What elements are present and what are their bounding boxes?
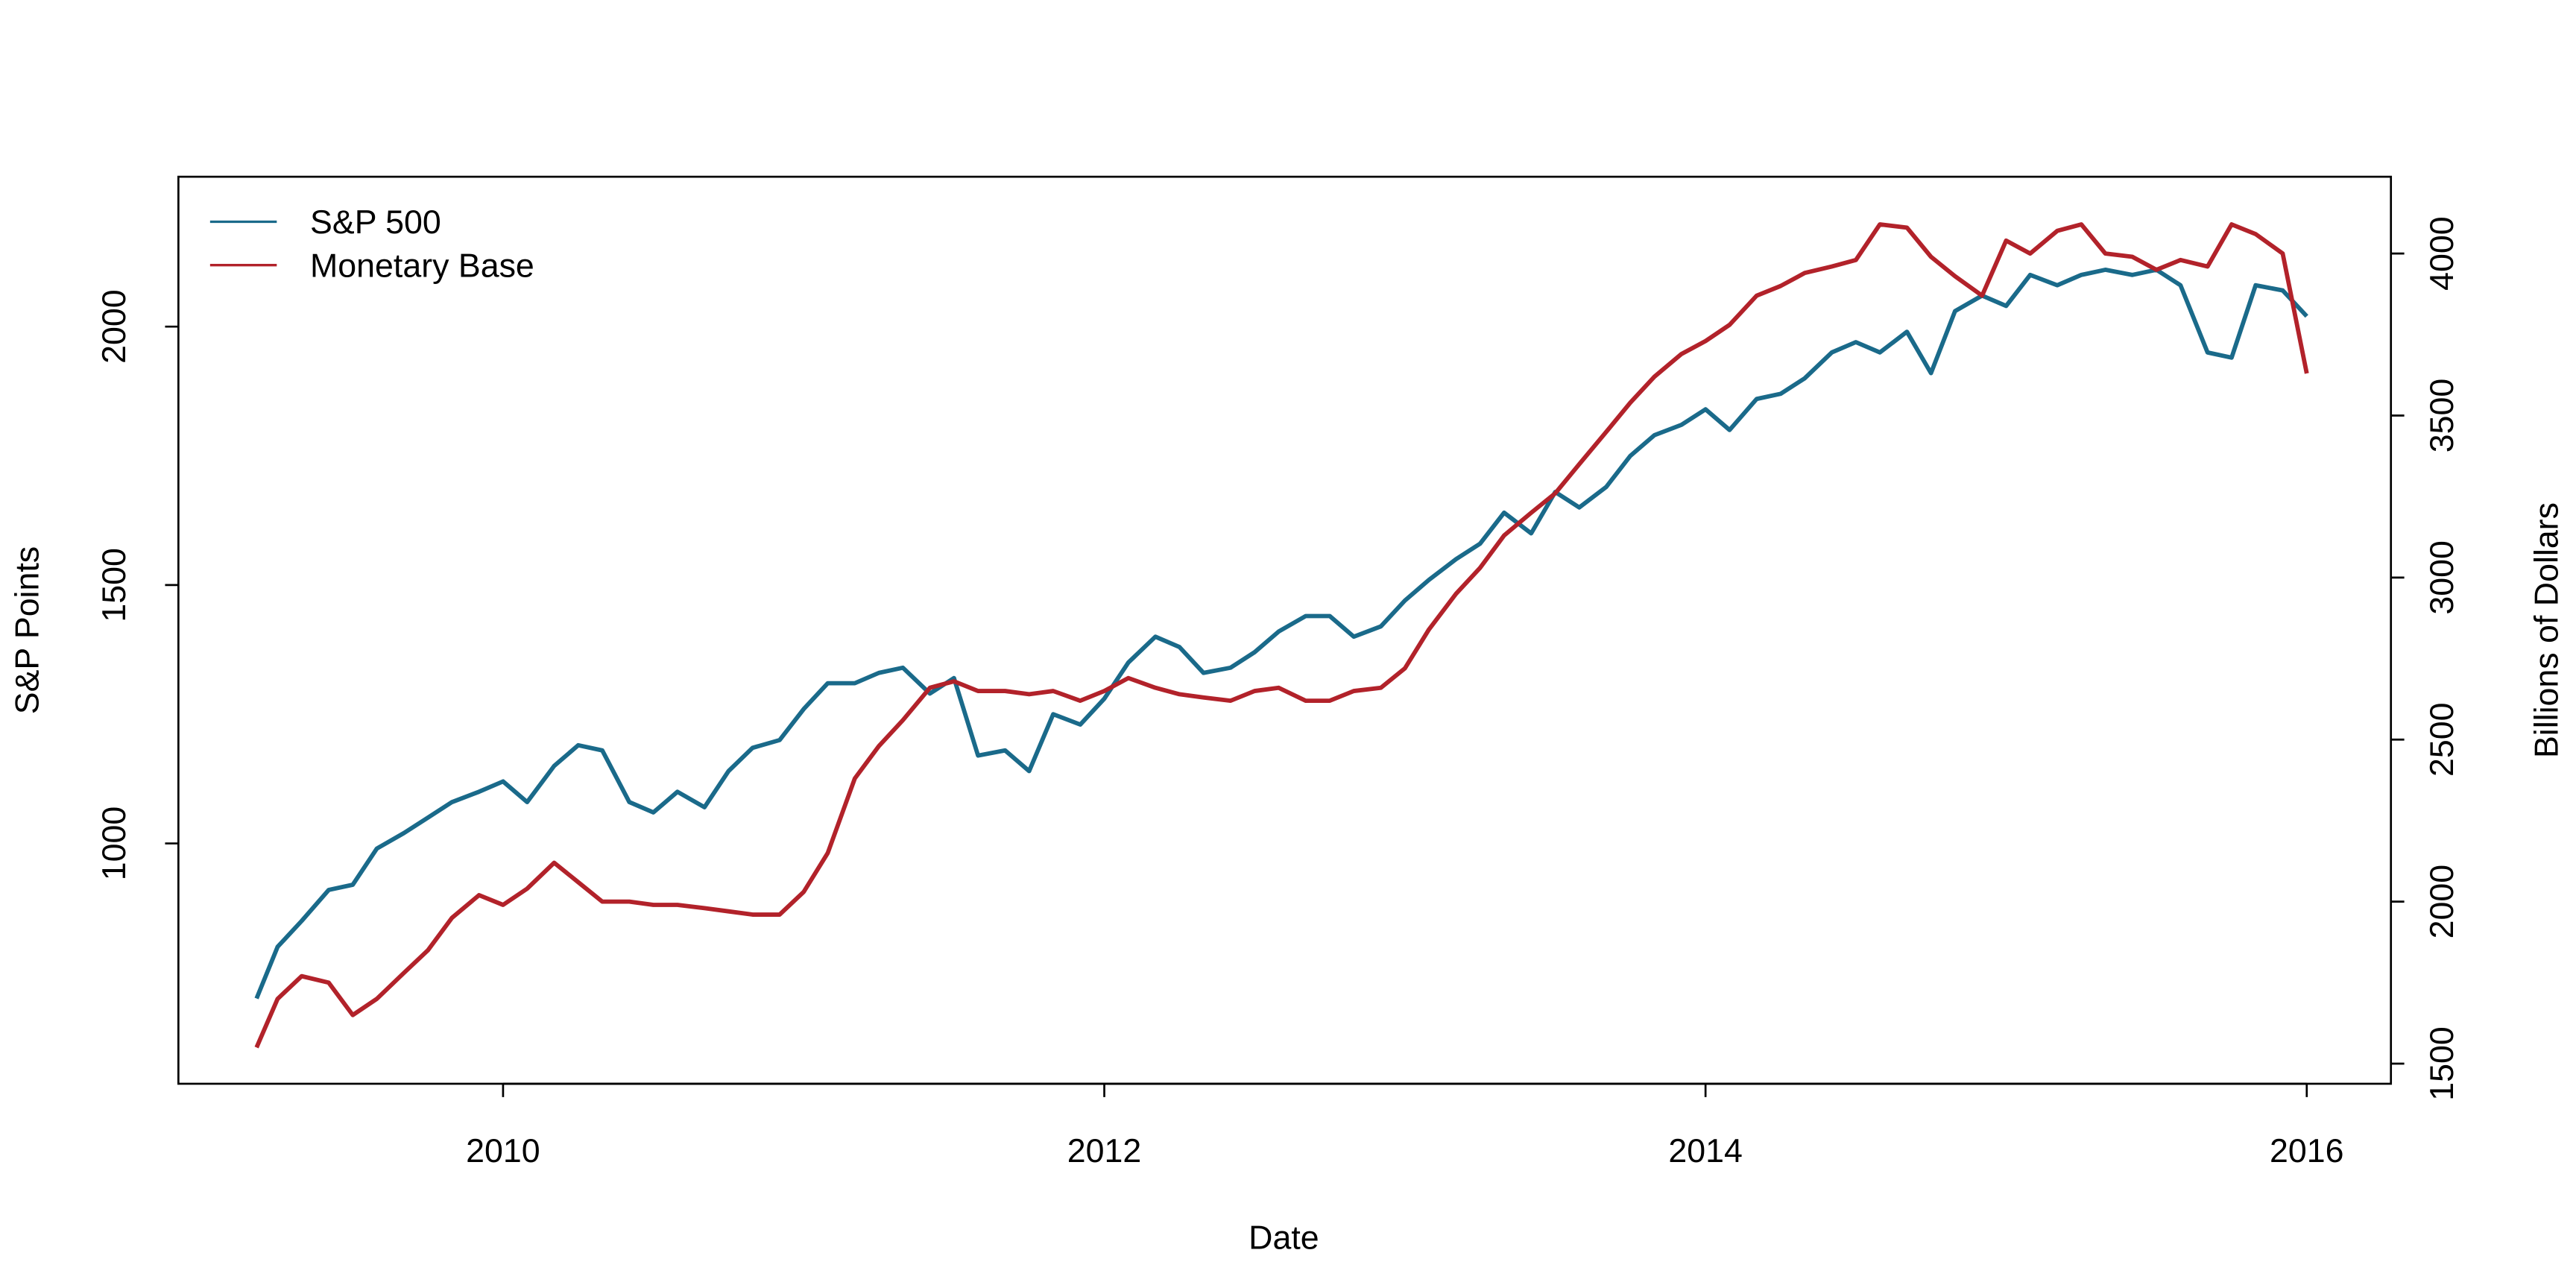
- y-tick-label: 2000: [96, 289, 133, 363]
- y2-tick-label: 2000: [2424, 865, 2460, 938]
- x-tick-label: 2016: [2270, 1133, 2343, 1169]
- legend-label: S&P 500: [310, 204, 441, 241]
- x-axis-label: Date: [1248, 1219, 1319, 1256]
- series-line: [254, 222, 2309, 1049]
- y-axis-label: S&P Points: [9, 546, 45, 714]
- x-tick-label: 2014: [1668, 1133, 1742, 1169]
- y2-axis-label: Billions of Dollars: [2528, 502, 2565, 758]
- y2-tick-label: 4000: [2424, 216, 2460, 290]
- y2-tick-label: 2500: [2424, 703, 2460, 777]
- y-tick-label: 1500: [96, 548, 133, 622]
- series-line: [254, 267, 2308, 1000]
- x-tick-label: 2012: [1067, 1133, 1141, 1169]
- y2-tick-label: 3500: [2424, 379, 2460, 452]
- y2-tick-label: 3000: [2424, 540, 2460, 614]
- legend-label: Monetary Base: [310, 247, 534, 284]
- y-tick-label: 1000: [96, 806, 133, 880]
- y2-tick-label: 1500: [2424, 1026, 2460, 1100]
- x-tick-label: 2010: [466, 1133, 540, 1169]
